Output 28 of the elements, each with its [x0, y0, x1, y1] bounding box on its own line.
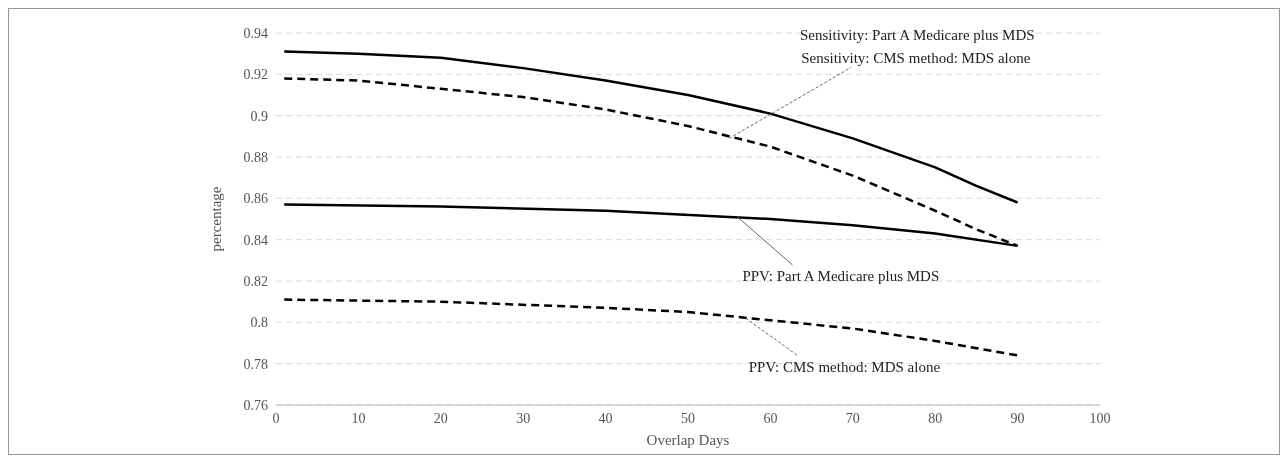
- line-series: [282, 298, 1019, 357]
- x-tick-label: 90: [1010, 410, 1025, 426]
- x-tick-label: 100: [1089, 410, 1111, 426]
- y-tick-label: 0.76: [243, 397, 268, 413]
- y-tick-label: 0.92: [243, 67, 268, 83]
- y-axis-title: percentage: [208, 186, 225, 252]
- x-tick-label: 40: [598, 410, 613, 426]
- x-tick-label: 30: [516, 410, 531, 426]
- y-tick-label: 0.88: [243, 149, 268, 165]
- x-tick-label: 10: [351, 410, 366, 426]
- y-tick-label: 0.82: [243, 273, 268, 289]
- x-tick-label: 70: [845, 410, 860, 426]
- x-tick-label: 20: [433, 410, 448, 426]
- y-tick-label: 0.8: [250, 315, 268, 331]
- y-tick-label: 0.86: [243, 191, 268, 207]
- y-tick-label: 0.9: [250, 108, 268, 124]
- annotation: Sensitivity: CMS method: MDS alone: [801, 50, 1031, 67]
- y-tick-label: 0.84: [243, 232, 268, 248]
- y-tick-label: 0.94: [243, 25, 268, 41]
- x-tick-label: 80: [928, 410, 943, 426]
- x-tick-label: 0: [272, 410, 280, 426]
- x-tick-label: 50: [681, 410, 695, 426]
- annotation: PPV: Part A Medicare plus MDS: [742, 267, 940, 284]
- y-tick-label: 0.78: [243, 356, 268, 372]
- annotation: PPV: CMS method: MDS alone: [748, 359, 941, 376]
- x-axis-title: Overlap Days: [646, 432, 730, 448]
- annotation: Sensitivity: Part A Medicare plus MDS: [800, 27, 1035, 44]
- x-tick-label: 60: [763, 410, 778, 426]
